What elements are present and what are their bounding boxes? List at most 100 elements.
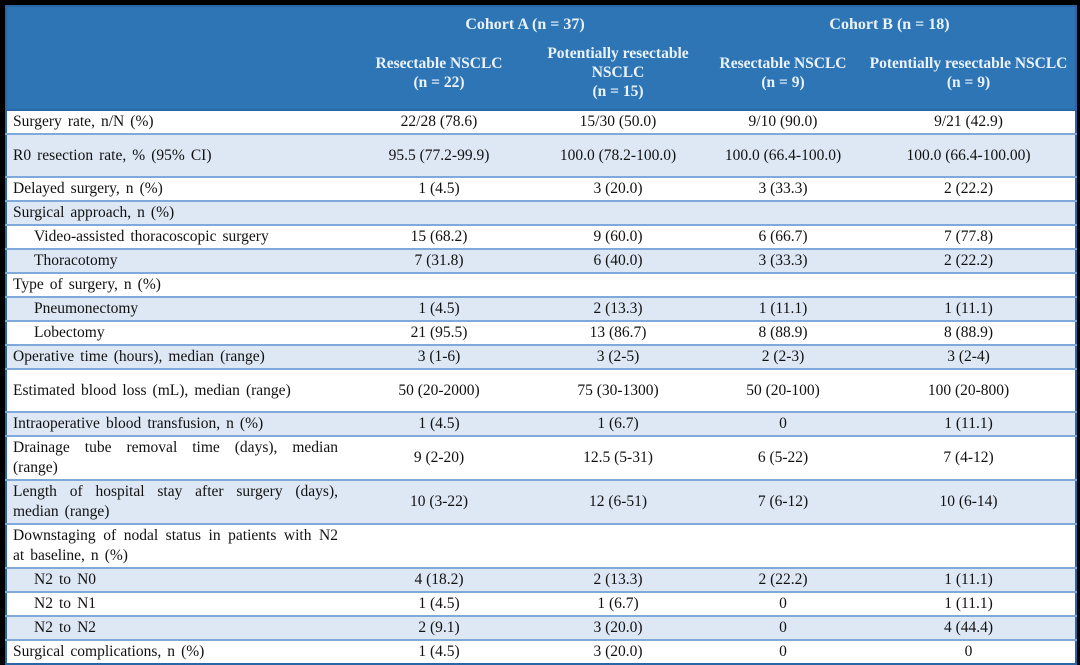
cell-value: 95.5 (77.2-99.9) <box>346 133 532 177</box>
cell-value: 1 (11.1) <box>862 296 1077 321</box>
table-row: Estimated blood loss (mL), median (range… <box>6 368 1077 412</box>
cell-value: 7 (77.8) <box>862 224 1077 249</box>
cell-value: 12.5 (5-31) <box>532 435 704 480</box>
table-row: Video-assisted thoracoscopic surgery 15 … <box>6 224 1077 249</box>
row-label: Pneumonectomy <box>6 296 346 321</box>
table-row: N2 to N2 2 (9.1) 3 (20.0) 0 4 (44.4) <box>6 615 1077 640</box>
cell-value: 3 (20.0) <box>532 615 704 640</box>
row-label: Drainage tube removal time (days), media… <box>6 435 346 480</box>
table-row: R0 resection rate, % (95% CI) 95.5 (77.2… <box>6 133 1077 177</box>
column-header-potentially-a: Potentially resectable NSCLC (n = 15) <box>532 36 704 110</box>
cohort-a-header: Cohort A (n = 37) <box>346 6 704 36</box>
row-label: N2 to N2 <box>6 615 346 640</box>
cell-value: 9/21 (42.9) <box>934 113 1003 130</box>
row-label: Operative time (hours), median (range) <box>6 344 346 369</box>
column-title: Potentially resectable NSCLC <box>869 54 1068 72</box>
cell-value: 75 (30-1300) <box>532 368 704 412</box>
cell-value: 1 (4.5) <box>346 411 532 436</box>
row-label: Surgical approach, n (%) <box>6 200 346 225</box>
cell-value: 2 (13.3) <box>532 296 704 321</box>
cell-value <box>532 200 704 225</box>
cell-value: 1 (6.7) <box>532 411 704 436</box>
cell-value: 1 (4.5) <box>346 176 532 201</box>
table-row: Type of surgery, n (%) <box>6 272 1077 297</box>
column-n: (n = 15) <box>592 83 644 100</box>
cohort-b-header: Cohort B (n = 18) <box>704 6 1077 36</box>
row-label: Intraoperative blood transfusion, n (%) <box>6 411 346 436</box>
table-row: Surgical complications, n (%) 1 (4.5) 3 … <box>6 639 1077 664</box>
cell-value: 8 (88.9) <box>704 320 862 345</box>
cell-value: 1 (4.5) <box>346 296 532 321</box>
cell-value: 2 (9.1) <box>346 615 532 640</box>
cell-value: 1 (11.1) <box>704 296 862 321</box>
cell-value: 1 (11.1) <box>862 591 1077 616</box>
cell-value: 2 (22.2) <box>704 567 862 592</box>
cell-value: 1 (11.1) <box>862 567 1077 592</box>
cell-value <box>532 272 704 297</box>
cell-value: 2 (2-3) <box>704 344 862 369</box>
column-n: (n = 9) <box>761 73 805 91</box>
table-row: Operative time (hours), median (range) 3… <box>6 344 1077 369</box>
cell-value: 15/30 (50.0) <box>579 113 657 130</box>
cell-value: 6 (40.0) <box>532 248 704 273</box>
cell-value: 3 (2-5) <box>532 344 704 369</box>
cell-value: 100.0 (66.4-100.0) <box>704 133 862 177</box>
cell-value: 7 (6-12) <box>704 479 862 524</box>
cell-value: 1 (11.1) <box>862 411 1077 436</box>
cell-value: 50 (20-2000) <box>346 368 532 412</box>
table-row: Intraoperative blood transfusion, n (%) … <box>6 411 1077 436</box>
row-label: Delayed surgery, n (%) <box>6 176 346 201</box>
row-label: Thoracotomy <box>6 248 346 273</box>
cell-value: 8 (88.9) <box>862 320 1077 345</box>
column-header-resectable-b: Resectable NSCLC (n = 9) <box>704 36 862 110</box>
row-label: Type of surgery, n (%) <box>6 272 346 297</box>
cell-value: 100.0 (78.2-100.0) <box>532 133 704 177</box>
table-row: Surgery rate, n/N (%) 22/28 (78.6) 15/30… <box>6 110 1076 134</box>
cell-value: 7 (4-12) <box>862 435 1077 480</box>
table-row: Pneumonectomy 1 (4.5) 2 (13.3) 1 (11.1) … <box>6 296 1077 321</box>
column-title: Potentially resectable NSCLC <box>547 45 689 81</box>
cell-value <box>704 200 862 225</box>
column-header-potentially-b: Potentially resectable NSCLC (n = 9) <box>862 36 1077 110</box>
row-label: Surgical complications, n (%) <box>6 639 346 664</box>
row-label: Downstaging of nodal status in patients … <box>6 523 346 568</box>
cell-value: 50 (20-100) <box>704 368 862 412</box>
cell-value: 0 <box>704 615 862 640</box>
cohort-header-row: Cohort A (n = 37) Cohort B (n = 18) <box>6 6 1077 36</box>
column-n: (n = 9) <box>946 73 991 91</box>
table-frame: Cohort A (n = 37) Cohort B (n = 18) Rese… <box>5 5 1078 665</box>
row-label: N2 to N0 <box>6 567 346 592</box>
cell-value: 6 (66.7) <box>704 224 862 249</box>
cell-value <box>862 272 1077 297</box>
row-label: R0 resection rate, % (95% CI) <box>6 133 346 177</box>
table-row: Lobectomy 21 (95.5) 13 (86.7) 8 (88.9) 8… <box>6 320 1077 345</box>
row-label: Length of hospital stay after surgery (d… <box>6 479 346 524</box>
column-header-resectable-a: Resectable NSCLC (n = 22) <box>346 36 532 110</box>
cell-value: 9 (2-20) <box>346 435 532 480</box>
table-header: Cohort A (n = 37) Cohort B (n = 18) Rese… <box>6 6 1077 110</box>
cell-value: 12 (6-51) <box>532 479 704 524</box>
cell-value: 100.0 (66.4-100.00) <box>862 133 1077 177</box>
cell-value: 3 (2-4) <box>862 344 1077 369</box>
cell-value: 15 (68.2) <box>346 224 532 249</box>
cell-value <box>346 523 532 568</box>
cell-value: 3 (33.3) <box>704 248 862 273</box>
table-row: Thoracotomy 7 (31.8) 6 (40.0) 3 (33.3) 2… <box>6 248 1077 273</box>
cell-value: 2 (13.3) <box>532 567 704 592</box>
cell-value: 1 (6.7) <box>532 591 704 616</box>
column-title: Resectable NSCLC <box>719 54 847 72</box>
cell-value: 0 <box>704 639 862 664</box>
cell-value <box>704 523 862 568</box>
cell-value: 100 (20-800) <box>862 368 1077 412</box>
cell-value: 0 <box>862 639 1077 664</box>
cell-value: 1 (4.5) <box>346 591 532 616</box>
cell-value <box>862 200 1077 225</box>
cell-value <box>862 523 1077 568</box>
cell-value: 13 (86.7) <box>532 320 704 345</box>
column-title: Resectable NSCLC <box>375 54 503 72</box>
table-row: Length of hospital stay after surgery (d… <box>6 479 1077 524</box>
table-row: N2 to N1 1 (4.5) 1 (6.7) 0 1 (11.1) <box>6 591 1077 616</box>
table-row: Downstaging of nodal status in patients … <box>6 523 1077 568</box>
cell-value: 0 <box>704 411 862 436</box>
cell-value: 3 (20.0) <box>532 176 704 201</box>
